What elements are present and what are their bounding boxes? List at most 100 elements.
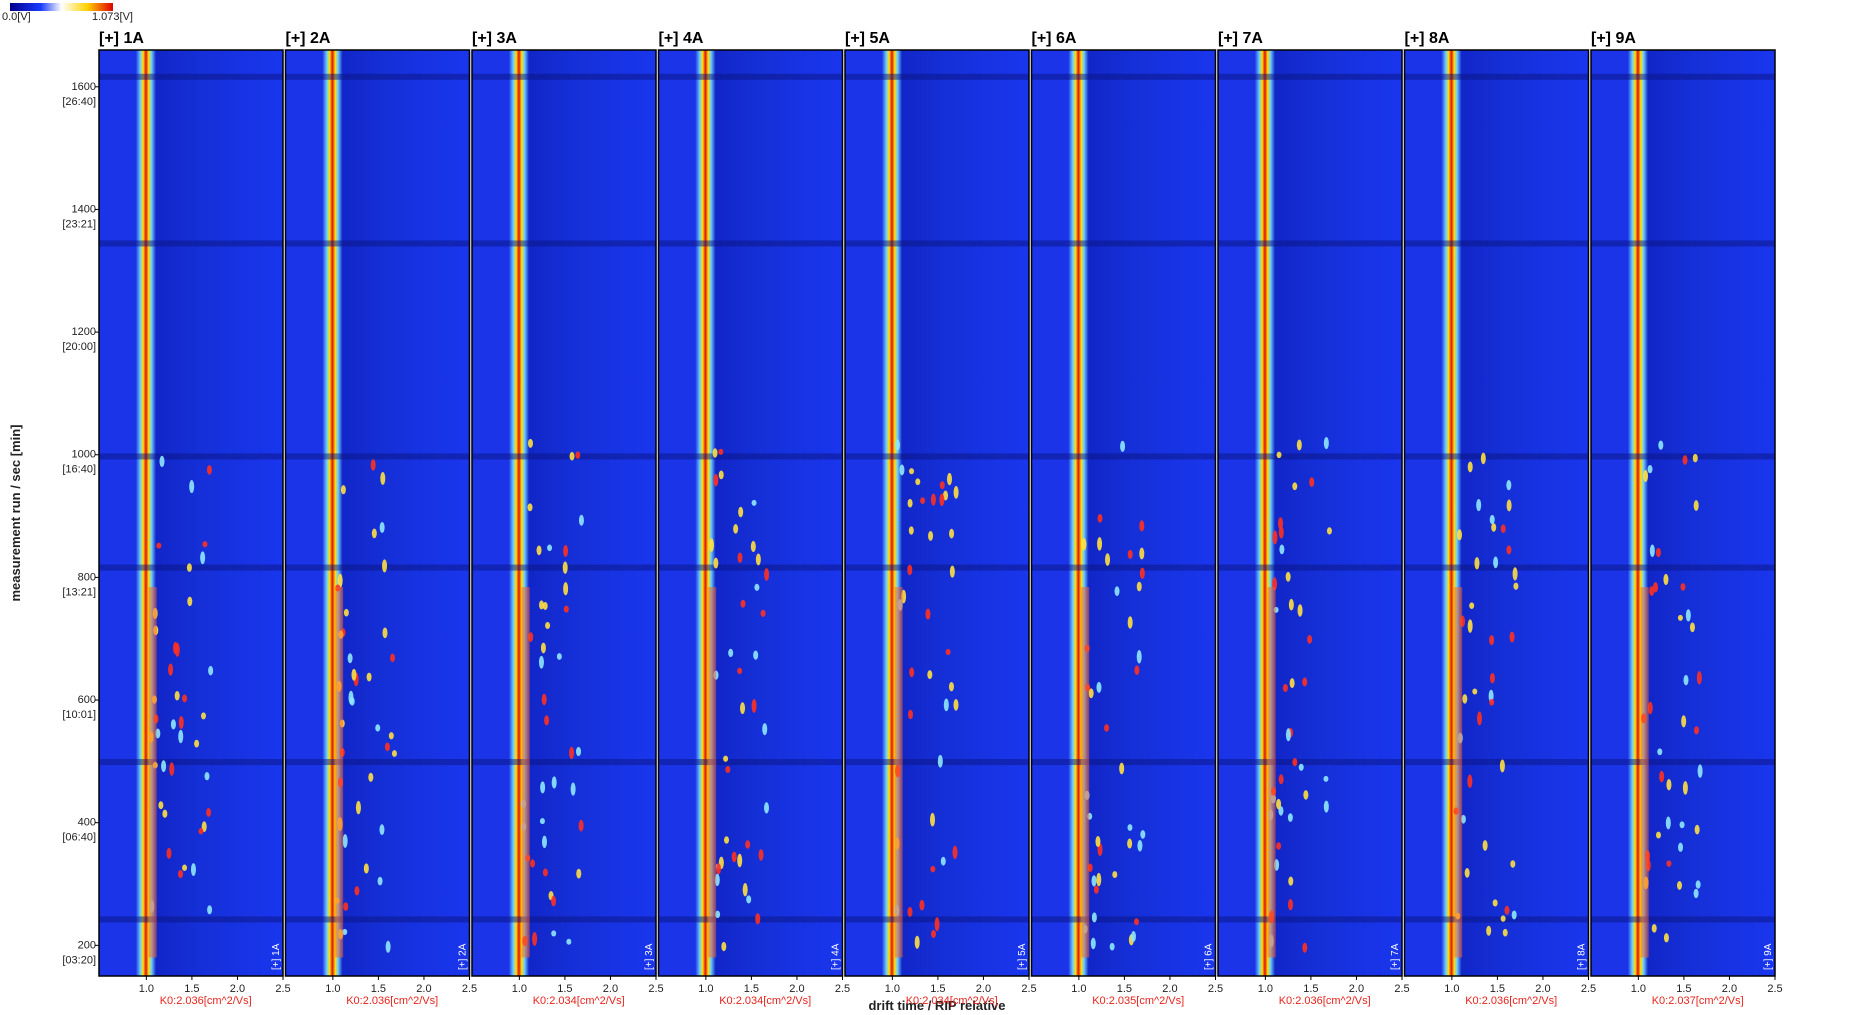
spot xyxy=(347,653,353,664)
band xyxy=(1031,453,1216,460)
spot xyxy=(1288,876,1294,886)
spot xyxy=(1693,888,1699,899)
spot xyxy=(725,766,731,773)
spot xyxy=(159,455,165,468)
band xyxy=(285,73,470,80)
spot xyxy=(1476,498,1482,512)
spot xyxy=(1467,619,1473,633)
spot xyxy=(162,809,168,818)
spot xyxy=(342,928,348,936)
spot xyxy=(538,600,544,610)
spot xyxy=(1296,439,1302,451)
spot xyxy=(755,913,761,925)
spot xyxy=(928,530,934,541)
spot xyxy=(379,522,385,533)
x-tick-label: 1.5 xyxy=(1117,983,1132,995)
spot xyxy=(909,667,915,678)
spot xyxy=(1134,918,1140,926)
spot xyxy=(1694,726,1700,735)
panel xyxy=(284,49,471,977)
panel xyxy=(1030,49,1217,977)
spot xyxy=(382,627,388,639)
spot xyxy=(1511,910,1517,920)
x-tick-label: 1.5 xyxy=(1490,983,1505,995)
x-tick-label: 2.5 xyxy=(648,983,663,995)
x-tick-label: 2.5 xyxy=(1767,983,1782,995)
k0-label: K0:2.034[cm^2/Vs] xyxy=(719,995,811,1007)
spot xyxy=(1649,544,1655,557)
x-tick-label: 2.0 xyxy=(976,983,991,995)
spot xyxy=(1500,915,1506,922)
x-tick-label: 1.5 xyxy=(744,983,759,995)
spot xyxy=(384,742,390,752)
spot xyxy=(1276,798,1282,810)
spot xyxy=(953,485,959,499)
spot xyxy=(1272,577,1278,591)
band xyxy=(1404,240,1589,247)
spot xyxy=(174,690,180,701)
spot xyxy=(1323,800,1329,813)
k0-label: K0:2.034[cm^2/Vs] xyxy=(533,995,625,1007)
panel xyxy=(657,49,844,977)
spot xyxy=(1091,875,1097,887)
spot xyxy=(556,653,562,660)
x-tick-label: 1.5 xyxy=(557,983,572,995)
spot xyxy=(1119,762,1125,775)
spot xyxy=(169,762,175,776)
spot xyxy=(907,498,913,508)
x-tick-label: 2.5 xyxy=(1208,983,1223,995)
x-tick-label: 2.5 xyxy=(1394,983,1409,995)
spot xyxy=(764,802,770,814)
spot xyxy=(1292,758,1298,767)
band xyxy=(1404,453,1589,460)
y-tick-label: 1000 xyxy=(72,449,96,461)
spot xyxy=(907,709,913,720)
spot xyxy=(563,582,569,596)
spot xyxy=(1091,912,1097,923)
spot xyxy=(1285,728,1291,742)
spot xyxy=(724,836,730,844)
y-tick-time: [16:40] xyxy=(62,464,96,476)
band xyxy=(285,916,470,923)
spot xyxy=(1272,530,1278,545)
spot xyxy=(1681,715,1687,728)
spot xyxy=(340,485,346,495)
spot xyxy=(575,451,581,459)
spot xyxy=(343,902,349,911)
spot xyxy=(1096,872,1102,887)
spot xyxy=(738,506,744,518)
spot xyxy=(1666,779,1672,791)
band xyxy=(1218,240,1402,247)
spot xyxy=(1472,688,1478,695)
spot xyxy=(718,470,724,480)
x-tick-label: 1.0 xyxy=(139,983,154,995)
spot xyxy=(914,935,920,949)
panel-title: [+] 7A xyxy=(1218,30,1263,47)
spot xyxy=(1513,582,1519,590)
spot xyxy=(751,499,757,506)
spot xyxy=(754,583,760,591)
spot xyxy=(939,481,945,490)
band xyxy=(99,240,283,247)
band xyxy=(658,453,843,460)
x-tick-label: 1.5 xyxy=(1676,983,1691,995)
spot xyxy=(758,849,764,861)
spot xyxy=(760,609,766,617)
k0-label: K0:2.034[cm^2/Vs] xyxy=(906,995,998,1007)
spot xyxy=(576,746,582,757)
spot xyxy=(182,864,188,871)
x-tick-label: 1.0 xyxy=(1258,983,1273,995)
x-tick-label: 1.0 xyxy=(325,983,340,995)
spot xyxy=(731,851,737,863)
spot xyxy=(343,608,349,617)
spot xyxy=(742,882,748,897)
spot xyxy=(1276,451,1282,459)
y-tick-label: 200 xyxy=(78,939,96,951)
spot xyxy=(1682,781,1688,795)
spot xyxy=(569,746,575,760)
spot xyxy=(385,940,391,953)
spot xyxy=(1693,500,1699,511)
spot xyxy=(541,693,547,706)
band xyxy=(1591,564,1775,571)
spot xyxy=(712,448,718,458)
